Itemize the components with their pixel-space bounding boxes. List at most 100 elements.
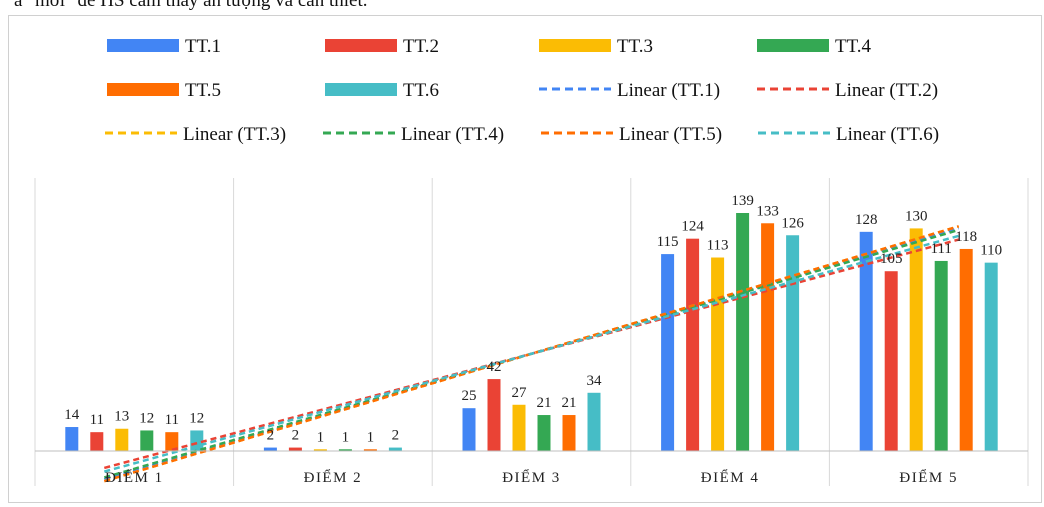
- legend-label: TT.1: [185, 36, 221, 57]
- bars: [65, 213, 998, 451]
- legend-label: Linear (TT.6): [836, 124, 939, 145]
- data-label: 133: [756, 203, 779, 219]
- legend-item-linear-tt-3: Linear (TT.3): [105, 124, 286, 145]
- legend-label: Linear (TT.2): [835, 80, 938, 101]
- legend-item-linear-tt-1: Linear (TT.1): [539, 80, 720, 101]
- trendline-linear-tt-6: [103, 234, 960, 473]
- bar-tt-1-1: [65, 427, 79, 451]
- bar-tt-5-5: [959, 248, 973, 451]
- legend: TT.1 TT.2 TT.3 TT.4 TT.5 TT.6 Linear (TT.1) Lin…: [105, 36, 939, 145]
- bar-tt-5-1: [165, 432, 179, 451]
- bar-tt-3-5: [909, 228, 923, 451]
- data-label: 128: [855, 212, 878, 228]
- data-label: 21: [537, 395, 552, 411]
- data-label: 115: [657, 234, 679, 250]
- data-label: 1: [342, 429, 350, 445]
- bar-tt-4-4: [736, 213, 750, 451]
- data-label: 12: [139, 410, 154, 426]
- bar-tt-5-3: [562, 415, 576, 451]
- bar-tt-6-4: [786, 235, 800, 451]
- bar-tt-3-2: [313, 449, 327, 451]
- legend-swatch: [325, 83, 397, 96]
- preceding-text-line: a "mới" để HS cảm thấy ấn tượng và cần t…: [14, 0, 368, 11]
- data-label: 130: [905, 208, 928, 224]
- data-label: 124: [681, 219, 704, 235]
- legend-item-linear-tt-5: Linear (TT.5): [541, 124, 722, 145]
- legend-label: TT.2: [403, 36, 439, 57]
- bar-tt-4-2: [338, 449, 352, 451]
- data-label: 27: [512, 385, 528, 401]
- legend-swatch: [107, 39, 179, 52]
- legend-item-linear-tt-4: Linear (TT.4): [323, 124, 504, 145]
- category-dividers: [34, 178, 1029, 486]
- data-label: 1: [367, 429, 375, 445]
- category-label: ĐIỂM 3: [502, 468, 561, 486]
- bar-tt-2-4: [686, 238, 700, 451]
- bar-tt-1-4: [661, 254, 675, 451]
- legend-swatch: [325, 39, 397, 52]
- bar-tt-1-2: [263, 447, 277, 451]
- bar-tt-4-3: [537, 415, 551, 451]
- category-label: ĐIỂM 4: [701, 468, 760, 486]
- bar-tt-3-3: [512, 404, 526, 451]
- bar-tt-4-5: [934, 260, 948, 451]
- bar-tt-1-5: [859, 231, 873, 451]
- legend-item-linear-tt-2: Linear (TT.2): [757, 80, 938, 101]
- data-label: 1: [317, 429, 325, 445]
- data-label: 2: [267, 428, 275, 444]
- trendlines: [103, 225, 960, 483]
- data-label: 113: [707, 238, 729, 254]
- bar-tt-6-2: [388, 447, 402, 451]
- data-label: 110: [980, 243, 1002, 259]
- bar-tt-2-3: [487, 379, 501, 451]
- bar-tt-1-3: [462, 408, 476, 451]
- bar-tt-6-5: [984, 262, 998, 451]
- category-label: ĐIỂM 2: [304, 468, 363, 486]
- data-label: 42: [487, 359, 502, 375]
- legend-item-tt-6: TT.6: [325, 80, 439, 101]
- data-label: 126: [781, 215, 804, 231]
- data-label: 14: [64, 407, 80, 423]
- data-label: 13: [114, 409, 129, 425]
- data-label: 111: [931, 241, 952, 257]
- legend-label: TT.3: [617, 36, 653, 57]
- bar-tt-3-1: [115, 428, 129, 451]
- bar-tt-6-3: [587, 392, 601, 451]
- bar-tt-2-1: [90, 432, 104, 451]
- data-label: 2: [292, 428, 300, 444]
- legend-item-tt-5: TT.5: [107, 80, 221, 101]
- bar-tt-5-2: [363, 449, 377, 451]
- legend-item-tt-1: TT.1: [107, 36, 221, 57]
- bar-tt-5-4: [761, 223, 775, 451]
- data-label: 2: [392, 428, 400, 444]
- data-label: 11: [165, 412, 179, 428]
- data-label: 34: [587, 373, 603, 389]
- data-label: 25: [462, 388, 477, 404]
- legend-swatch: [757, 39, 829, 52]
- category-label: ĐIỂM 1: [105, 468, 164, 486]
- legend-label: Linear (TT.5): [619, 124, 722, 145]
- bar-tt-2-5: [884, 271, 898, 451]
- data-label: 118: [955, 229, 977, 245]
- chart-frame: [8, 15, 1042, 503]
- data-label: 12: [189, 410, 204, 426]
- legend-label: TT.4: [835, 36, 872, 57]
- data-label: 21: [562, 395, 577, 411]
- data-label: 105: [880, 251, 903, 267]
- legend-item-tt-2: TT.2: [325, 36, 439, 57]
- bar-tt-3-4: [711, 257, 725, 451]
- legend-swatch: [539, 39, 611, 52]
- legend-item-linear-tt-6: Linear (TT.6): [758, 124, 939, 145]
- category-label: ĐIỂM 5: [899, 468, 958, 486]
- legend-label: Linear (TT.1): [617, 80, 720, 101]
- bar-tt-4-1: [140, 430, 154, 451]
- legend-label: TT.5: [185, 80, 221, 101]
- legend-label: Linear (TT.4): [401, 124, 504, 145]
- x-axis: ĐIỂM 1 ĐIỂM 2 ĐIỂM 3 ĐIỂM 4 ĐIỂM 5: [35, 450, 1028, 486]
- legend-item-tt-3: TT.3: [539, 36, 653, 57]
- legend-item-tt-4: TT.4: [757, 36, 872, 57]
- legend-swatch: [107, 83, 179, 96]
- data-label: 139: [731, 193, 754, 209]
- legend-label: TT.6: [403, 80, 439, 101]
